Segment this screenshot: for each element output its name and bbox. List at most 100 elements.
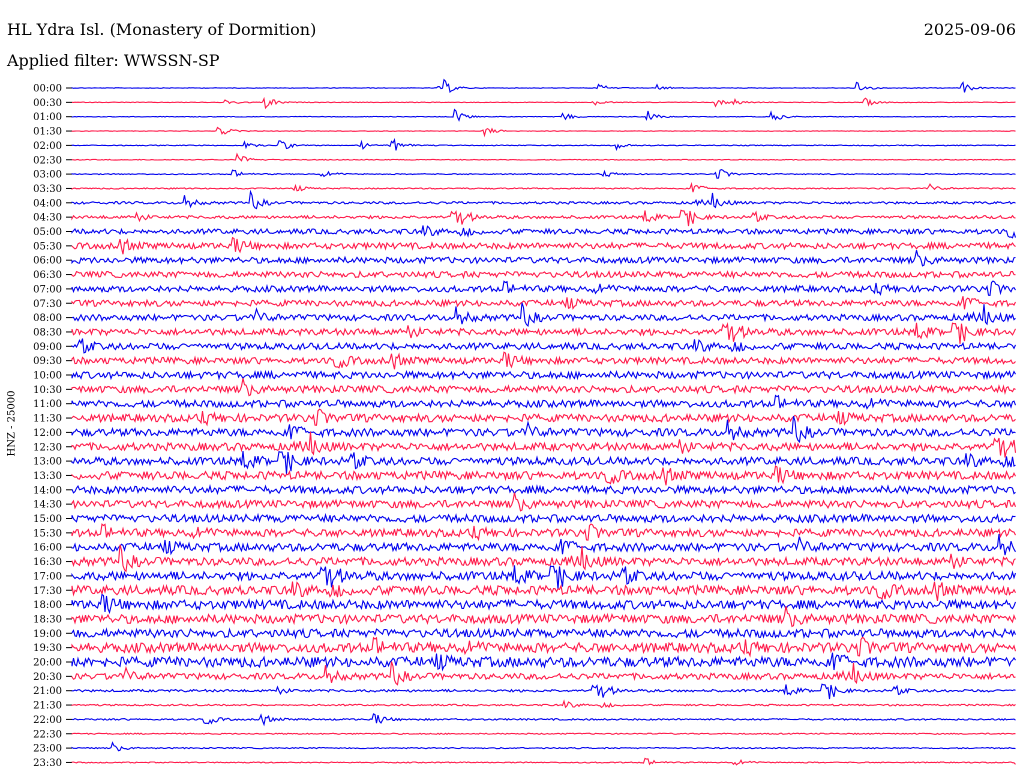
trace-time-label: 23:30	[33, 758, 62, 769]
trace-line	[71, 606, 1017, 628]
trace-line	[71, 78, 1016, 94]
trace-line	[71, 296, 1016, 310]
trace-time-label: 19:00	[33, 629, 62, 640]
trace-time-label: 14:00	[33, 485, 62, 496]
trace-time-label: 18:00	[33, 600, 62, 611]
trace-time-label: 05:30	[33, 241, 62, 252]
trace-line	[71, 699, 1016, 709]
trace-time-label: 11:00	[33, 399, 62, 410]
trace-line	[71, 321, 1016, 344]
trace-line	[71, 757, 1016, 766]
trace-line	[71, 96, 1016, 110]
trace-line	[71, 408, 1016, 427]
trace-line	[71, 280, 1016, 297]
trace-time-label: 20:30	[33, 672, 62, 683]
trace-line	[71, 236, 1016, 255]
trace-time-label: 15:00	[33, 514, 62, 525]
station-title: HL Ydra Isl. (Monastery of Dormition)	[7, 20, 317, 39]
trace-line	[71, 415, 1016, 444]
trace-time-label: 17:30	[33, 586, 62, 597]
trace-time-label: 03:00	[33, 170, 62, 181]
trace-line	[71, 523, 1016, 542]
trace-line	[71, 269, 1016, 280]
trace-time-label: 14:30	[33, 500, 62, 511]
trace-time-label: 01:00	[33, 112, 62, 123]
trace-time-label: 18:30	[33, 614, 62, 625]
trace-line	[71, 168, 1016, 179]
trace-line	[71, 351, 1016, 370]
trace-time-label: 03:30	[33, 184, 62, 195]
trace-time-label: 11:30	[33, 414, 62, 425]
trace-time-label: 12:00	[33, 428, 62, 439]
trace-time-label: 08:00	[33, 313, 62, 324]
trace-time-label: 16:30	[33, 557, 62, 568]
trace-time-label: 07:00	[33, 284, 62, 295]
trace-time-label: 04:30	[33, 213, 62, 224]
trace-time-label: 02:00	[33, 141, 62, 152]
trace-line	[71, 544, 1016, 573]
trace-line	[71, 152, 1016, 162]
trace-time-label: 05:00	[33, 227, 62, 238]
trace-line	[71, 450, 1016, 475]
trace-time-label: 10:30	[33, 385, 62, 396]
trace-time-label: 06:00	[33, 256, 62, 267]
trace-time-label: 00:30	[33, 98, 62, 109]
trace-time-label: 07:30	[33, 299, 62, 310]
trace-time-label: 13:00	[33, 457, 62, 468]
trace-line	[71, 713, 1016, 727]
trace-line	[71, 565, 1017, 590]
trace-time-label: 22:30	[33, 729, 62, 740]
trace-line	[71, 189, 1016, 210]
trace-line	[71, 492, 1017, 512]
trace-line	[71, 683, 1016, 700]
trace-time-label: 13:30	[33, 471, 62, 482]
trace-line	[71, 108, 1016, 122]
trace-line	[71, 378, 1016, 397]
trace-time-label: 12:30	[33, 442, 62, 453]
trace-line	[71, 581, 1016, 602]
trace-line	[71, 369, 1016, 381]
trace-time-label: 08:30	[33, 327, 62, 338]
trace-time-label: 01:30	[33, 127, 62, 138]
trace-time-label: 22:00	[33, 715, 62, 726]
trace-line	[71, 483, 1016, 496]
trace-time-label: 20:00	[33, 658, 62, 669]
trace-line	[71, 741, 1016, 752]
trace-line	[71, 652, 1016, 672]
trace-line	[71, 126, 1016, 138]
trace-time-label: 09:00	[33, 342, 62, 353]
trace-line	[71, 431, 1017, 458]
trace-line	[71, 181, 1016, 193]
trace-line	[71, 137, 1016, 152]
trace-time-label: 17:00	[33, 571, 62, 582]
trace-time-label: 10:00	[33, 371, 62, 382]
trace-time-label: 21:00	[33, 686, 62, 697]
trace-line	[71, 593, 1017, 615]
trace-line	[71, 394, 1017, 410]
trace-line	[71, 512, 1016, 525]
trace-line	[71, 302, 1016, 327]
trace-line	[71, 636, 1017, 658]
trace-time-label: 23:00	[33, 744, 62, 755]
trace-time-label: 21:30	[33, 701, 62, 712]
trace-line	[71, 661, 1016, 686]
trace-line	[71, 338, 1017, 354]
trace-time-label: 04:00	[33, 198, 62, 209]
trace-line	[71, 209, 1016, 227]
trace-line	[71, 250, 1016, 267]
trace-time-label: 09:30	[33, 356, 62, 367]
trace-time-label: 06:30	[33, 270, 62, 281]
trace-time-label: 19:30	[33, 643, 62, 654]
trace-time-label: 15:30	[33, 528, 62, 539]
date-label: 2025-09-06	[923, 20, 1016, 39]
trace-time-label: 00:00	[33, 84, 62, 95]
trace-line	[71, 225, 1017, 239]
trace-time-label: 02:30	[33, 155, 62, 166]
trace-line	[71, 627, 1017, 640]
trace-line	[71, 465, 1016, 486]
trace-line	[71, 534, 1016, 556]
trace-time-label: 16:00	[33, 543, 62, 554]
filter-label: Applied filter: WWSSN-SP	[7, 51, 220, 70]
trace-line	[71, 732, 1016, 735]
